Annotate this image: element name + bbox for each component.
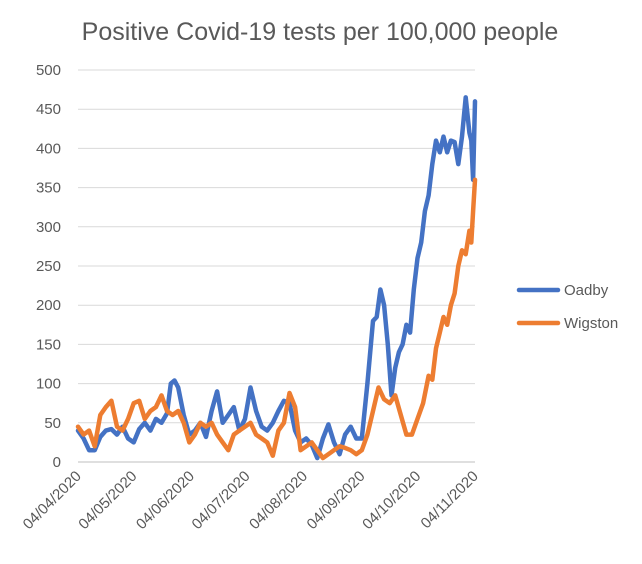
chart-title: Positive Covid-19 tests per 100,000 peop… (82, 18, 559, 46)
legend-label-wigston: Wigston (564, 315, 618, 332)
x-tick-label: 04/08/2020 (246, 468, 311, 533)
y-tick-label: 100 (36, 376, 61, 393)
y-tick-label: 400 (36, 140, 61, 157)
y-tick-label: 50 (44, 415, 61, 432)
y-tick-label: 350 (36, 180, 61, 197)
x-tick-label: 04/07/2020 (189, 468, 254, 533)
x-tick-label: 04/05/2020 (75, 468, 140, 533)
x-tick-label: 04/04/2020 (20, 468, 85, 533)
y-tick-label: 300 (36, 219, 61, 236)
y-tick-label: 200 (36, 297, 61, 314)
legend: Oadby Wigston (516, 282, 618, 332)
y-tick-label: 250 (36, 258, 61, 275)
series-line-oadby (75, 95, 478, 461)
x-tick-label: 04/09/2020 (304, 468, 369, 533)
y-tick-label: 0 (53, 454, 61, 471)
x-tick-label: 04/06/2020 (133, 468, 198, 533)
x-tick-label: 04/11/2020 (418, 468, 482, 532)
x-tick-label: 04/10/2020 (359, 468, 424, 533)
x-axis: 04/04/202004/05/202004/06/202004/07/2020… (20, 468, 482, 533)
series-lines (75, 95, 478, 461)
y-axis: 0 50 100 150 200 250 300 350 400 450 500 (36, 62, 61, 471)
series-line-wigston (75, 177, 478, 461)
y-tick-label: 500 (36, 62, 61, 79)
legend-label-oadby: Oadby (564, 282, 609, 299)
y-tick-label: 450 (36, 101, 61, 118)
y-tick-label: 150 (36, 336, 61, 353)
